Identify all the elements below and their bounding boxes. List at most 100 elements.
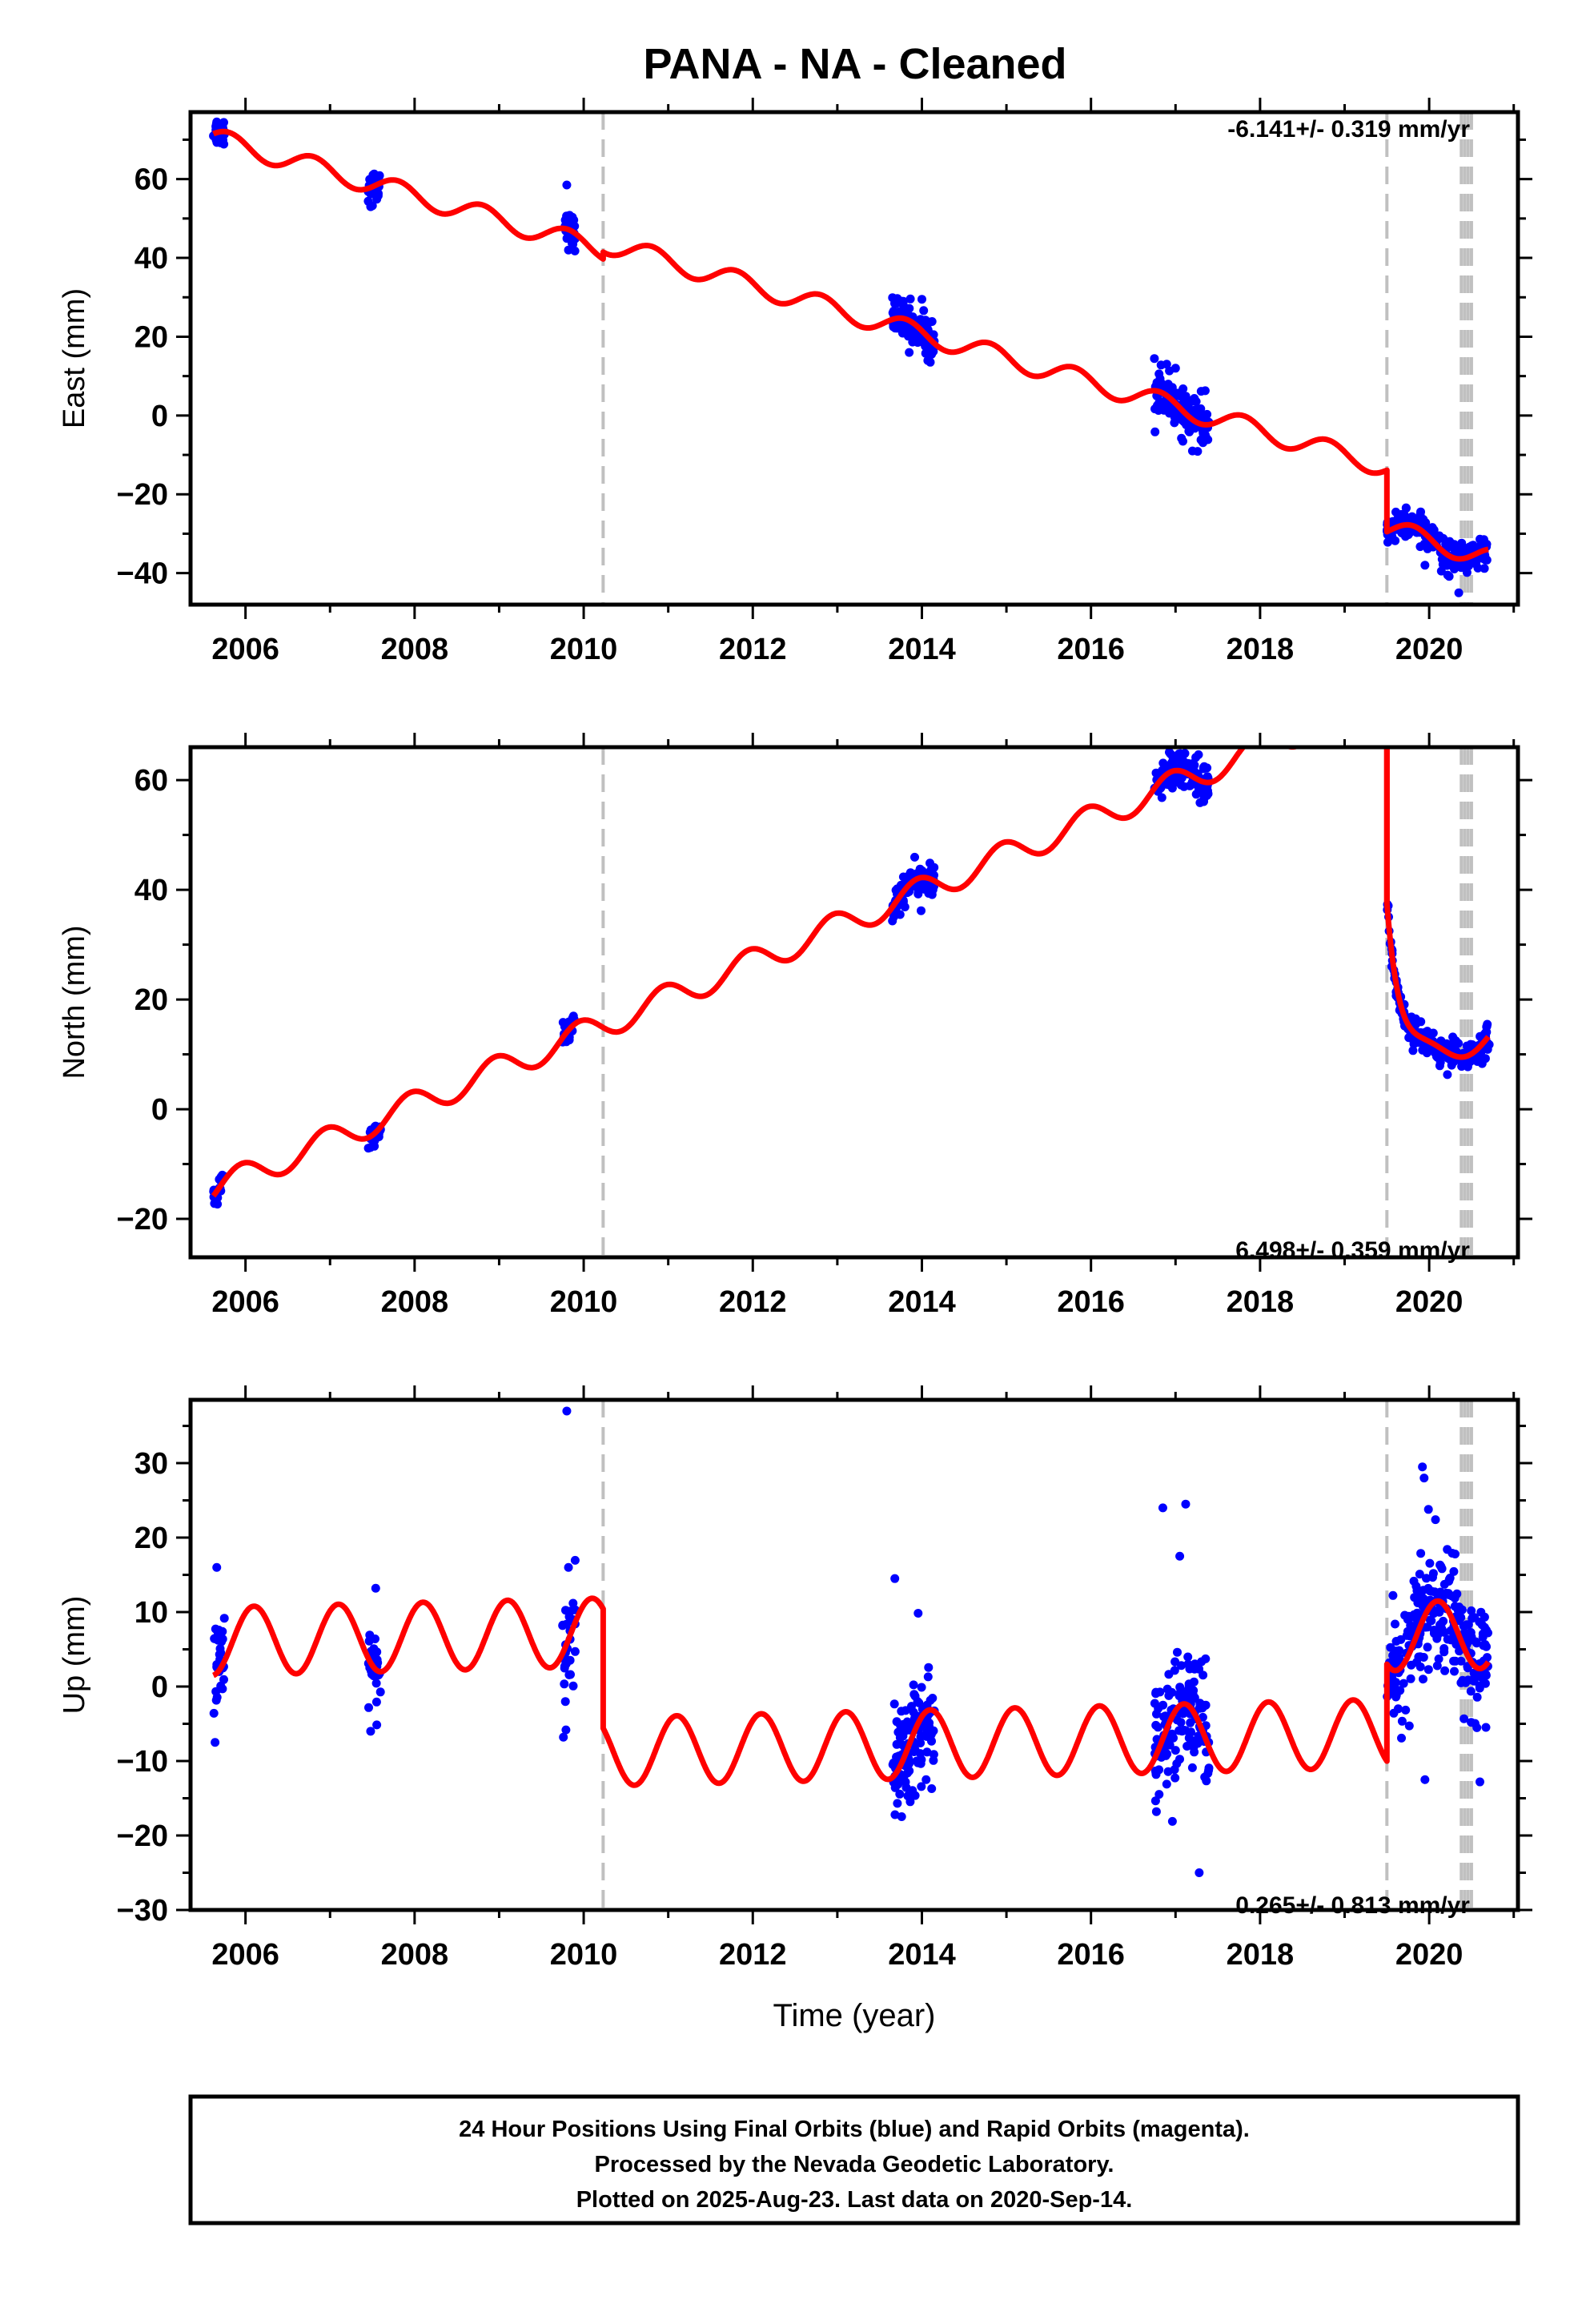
x-tick-label: 2008 (381, 1938, 449, 1972)
data-point (1427, 1616, 1436, 1626)
data-point (1197, 1657, 1207, 1667)
data-point (1451, 1550, 1460, 1558)
data-point (1408, 1046, 1418, 1055)
data-point (1415, 1570, 1424, 1579)
data-point (1165, 383, 1174, 392)
rate-label: 6.498+/- 0.359 mm/yr (1235, 1237, 1470, 1264)
x-tick-label: 2006 (211, 1938, 279, 1972)
data-point (919, 306, 929, 316)
data-point (1475, 1777, 1484, 1787)
data-point (1173, 1647, 1182, 1657)
data-point (366, 1727, 375, 1736)
x-tick-label: 2010 (550, 633, 618, 666)
data-point (570, 1555, 580, 1565)
data-point (1174, 1726, 1184, 1735)
data-point (1463, 1062, 1472, 1072)
data-point (1387, 1678, 1397, 1687)
data-point (1170, 1746, 1180, 1755)
x-tick-label: 2018 (1227, 633, 1295, 666)
data-point (1454, 588, 1464, 597)
data-point (913, 1697, 922, 1707)
data-point (364, 1703, 373, 1712)
x-tick-label: 2018 (1227, 1938, 1295, 1972)
data-point (1177, 773, 1186, 782)
data-point (1463, 1663, 1472, 1673)
data-point (897, 1707, 906, 1716)
data-point (1467, 1606, 1476, 1615)
data-point (1151, 1807, 1161, 1816)
data-point (363, 1144, 373, 1153)
data-point (1157, 793, 1166, 802)
data-point (219, 1614, 229, 1623)
data-point (1175, 1551, 1185, 1561)
data-point (211, 1695, 221, 1705)
y-tick-label: −30 (117, 1894, 168, 1928)
data-point (1428, 1573, 1437, 1582)
data-point (369, 171, 379, 180)
data-point (561, 1657, 571, 1667)
data-point (1481, 1027, 1491, 1037)
data-point (917, 1782, 926, 1791)
data-point (1483, 1044, 1492, 1054)
data-point (1174, 1691, 1184, 1701)
north-panel: 2006 2008 2010 2012 2014 2016 2018 2020 −20 0 20 40… (58, 733, 1532, 1319)
data-point (568, 1598, 578, 1608)
rate-label: -6.141+/- 0.319 mm/yr (1227, 116, 1470, 143)
data-point (1475, 1681, 1484, 1691)
data-point (1156, 380, 1165, 389)
model-curve (211, 1595, 1491, 1788)
data-point (1402, 1630, 1411, 1640)
data-point (1462, 568, 1472, 577)
data-point (1199, 764, 1208, 774)
data-cluster (1383, 1462, 1492, 1787)
data-point (917, 295, 926, 304)
data-point (921, 348, 930, 358)
data-point (909, 1690, 919, 1699)
data-point (212, 1562, 222, 1572)
data-point (1154, 1790, 1164, 1799)
data-point (562, 180, 572, 190)
data-point (1164, 1691, 1174, 1700)
data-point (923, 1672, 933, 1682)
data-point (1182, 1742, 1192, 1751)
data-point (566, 1670, 575, 1679)
footer-line-1: 24 Hour Positions Using Final Orbits (bl… (459, 2117, 1250, 2142)
data-point (1425, 1558, 1435, 1568)
data-point (1158, 766, 1167, 775)
data-point (1472, 1692, 1482, 1702)
data-point (1394, 516, 1403, 525)
data-point (1431, 1515, 1440, 1525)
data-point (1419, 1675, 1427, 1684)
data-point (1385, 532, 1395, 541)
data-point (1447, 1039, 1457, 1048)
y-axis-label: North (mm) (58, 925, 91, 1079)
data-point (1419, 539, 1429, 549)
data-point (1457, 1605, 1467, 1614)
data-point (1397, 1733, 1406, 1743)
data-point (366, 202, 375, 211)
data-point (564, 245, 573, 255)
y-tick-label: 10 (135, 1596, 168, 1630)
data-point (1202, 1776, 1211, 1786)
data-point (1416, 1549, 1426, 1558)
data-point (1190, 1664, 1199, 1674)
data-point (570, 1647, 580, 1656)
data-point (929, 1755, 938, 1765)
data-point (1151, 1768, 1161, 1778)
data-point (1195, 784, 1204, 794)
data-point (1189, 1743, 1199, 1752)
data-point (921, 1775, 931, 1784)
data-point (1430, 1587, 1439, 1597)
data-point (1428, 526, 1438, 536)
data-point (927, 883, 937, 893)
data-point (372, 1647, 382, 1657)
data-point (1163, 1767, 1173, 1776)
data-point (570, 246, 580, 255)
data-point (928, 1694, 938, 1703)
data-point (212, 117, 222, 127)
data-point (926, 858, 934, 868)
data-point (1162, 1741, 1171, 1751)
data-point (1170, 364, 1180, 373)
data-point (1401, 1705, 1411, 1715)
data-point (892, 1717, 901, 1727)
